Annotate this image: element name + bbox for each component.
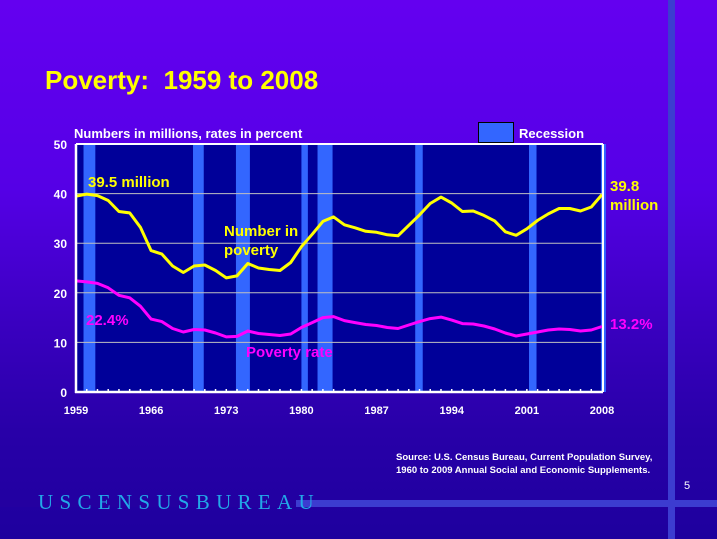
decorative-horizontal-bar <box>0 500 717 507</box>
annotation-number-end-1: 39.8 <box>610 178 640 195</box>
decorative-bar-mask <box>0 500 296 507</box>
annotation-rate-label: Poverty rate <box>246 344 333 361</box>
recession-band <box>301 144 308 392</box>
x-tick-label: 2008 <box>590 405 614 417</box>
source-line-1: Source: U.S. Census Bureau, Current Popu… <box>396 452 653 463</box>
y-tick-label: 30 <box>54 237 68 251</box>
y-tick-labels: 0 10 20 30 40 50 <box>54 138 68 400</box>
legend-recession-swatch <box>478 122 514 143</box>
number-in-poverty-line <box>75 192 604 280</box>
poverty-rate-line <box>75 279 603 339</box>
chart-subtitle: Numbers in millions, rates in percent <box>74 126 303 141</box>
y-tick-label: 20 <box>54 287 68 301</box>
x-tick-label: 1973 <box>214 405 238 417</box>
decorative-vertical-bar <box>668 0 675 539</box>
x-tick-label: 1987 <box>364 405 388 417</box>
page-number: 5 <box>684 480 691 492</box>
annotation-number-label-1: Number in <box>224 223 299 240</box>
annotation-number-label-2: poverty <box>224 242 279 259</box>
slide-title: Poverty: 1959 to 2008 <box>45 65 319 95</box>
annotation-rate-end: 13.2% <box>610 316 653 333</box>
recession-band <box>83 144 96 392</box>
y-tick-label: 40 <box>54 188 68 202</box>
x-tick-label: 1994 <box>439 405 464 417</box>
plot-background <box>76 144 603 392</box>
x-tick-label: 1980 <box>289 405 313 417</box>
series-lines <box>75 192 604 339</box>
recession-band <box>529 144 537 392</box>
source-line-2: 1960 to 2009 Annual Social and Economic … <box>396 465 651 476</box>
x-tick-label: 1966 <box>139 405 163 417</box>
recession-band <box>415 144 423 392</box>
x-tick-labels: 1959 1966 1973 1980 1987 1994 2001 2008 <box>64 405 614 417</box>
y-tick-label: 10 <box>54 336 68 350</box>
y-tick-label: 0 <box>60 386 67 400</box>
x-tick-label: 2001 <box>515 405 539 417</box>
recession-band <box>193 144 204 392</box>
source-note: Source: U.S. Census Bureau, Current Popu… <box>396 451 652 477</box>
x-tick-label: 1959 <box>64 405 88 417</box>
legend-recession-label: Recession <box>519 126 585 141</box>
annotation-rate-start: 22.4% <box>86 312 129 329</box>
y-tick-label: 50 <box>54 138 68 152</box>
gridlines <box>76 193 602 343</box>
recession-band <box>317 144 333 392</box>
annotation-number-end-2: million <box>610 197 659 214</box>
census-bureau-logo: USCENSUSBUREAU <box>38 490 320 514</box>
annotation-number-start: 39.5 million <box>88 174 170 191</box>
